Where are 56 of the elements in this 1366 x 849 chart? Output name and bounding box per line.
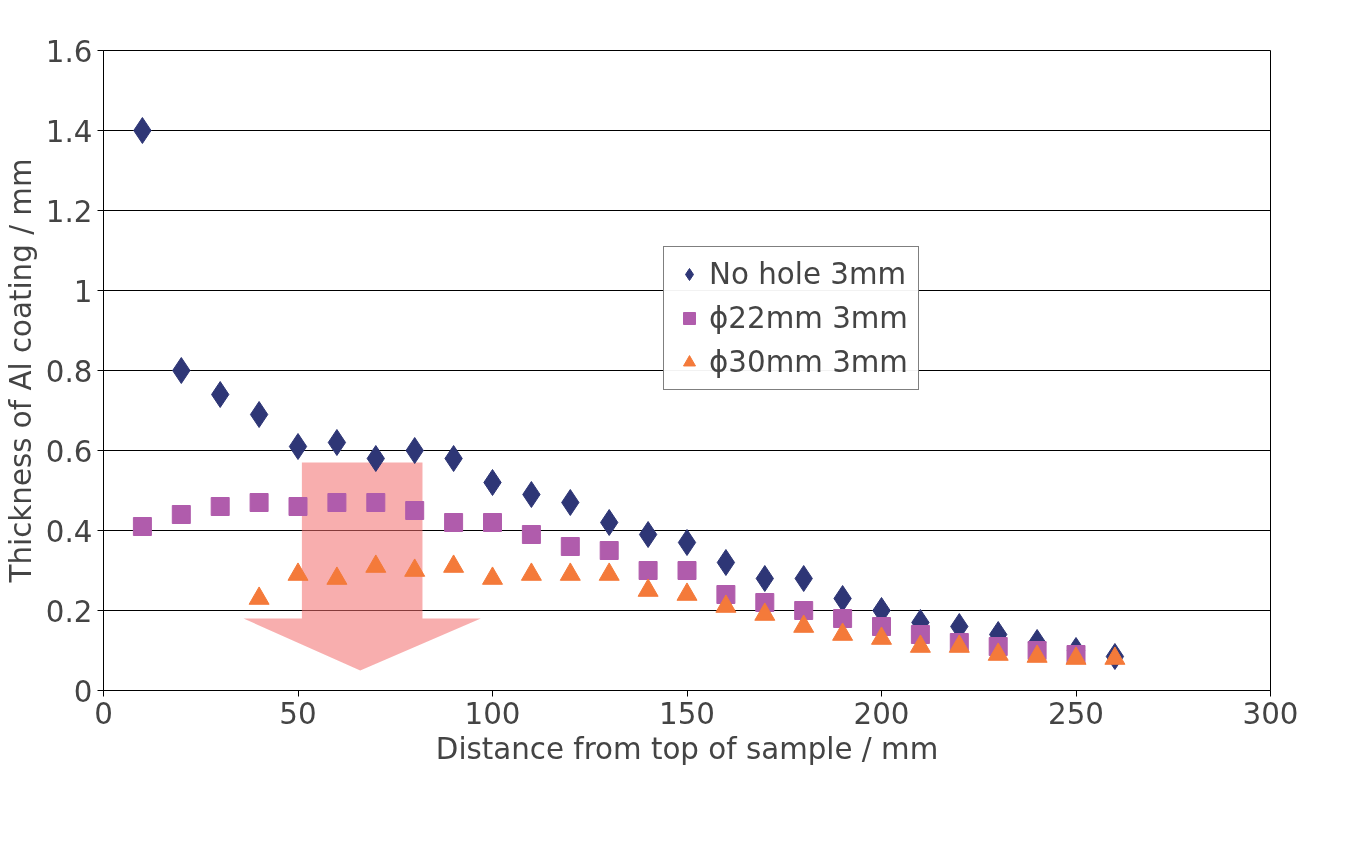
point (483, 469, 502, 496)
point (794, 601, 814, 620)
point (794, 565, 813, 592)
x-tick-label: 300 (1242, 696, 1299, 731)
point (132, 517, 152, 536)
point (288, 497, 308, 516)
x-tick-label: 150 (659, 696, 715, 731)
point (366, 493, 386, 512)
y-tick-label: 1.2 (45, 194, 93, 229)
point (405, 437, 424, 464)
point (833, 609, 853, 628)
point (444, 445, 463, 472)
point (677, 529, 697, 556)
y-tick-label: 0.6 (45, 434, 93, 469)
point (288, 433, 308, 460)
point (211, 381, 230, 408)
y-tick-label: 0.4 (45, 514, 93, 549)
legend-label: No hole 3mm (709, 257, 907, 291)
x-axis-title: Distance from top of sample / mm (435, 731, 939, 766)
x-tick-label: 250 (1048, 696, 1104, 731)
legend-label: ϕ30mm 3mm (709, 345, 908, 379)
point (833, 585, 852, 612)
point (677, 561, 697, 580)
point (444, 513, 464, 532)
point (483, 513, 502, 532)
point (210, 497, 230, 516)
point (171, 505, 191, 524)
x-tick-label: 50 (279, 696, 317, 731)
point (366, 445, 385, 472)
y-tick-label: 0 (73, 674, 93, 709)
point (405, 501, 425, 520)
y-tick-label: 0.8 (45, 354, 93, 389)
x-tick-label: 100 (464, 696, 521, 731)
point (561, 489, 580, 516)
point (327, 429, 347, 456)
point (600, 509, 619, 536)
legend-label: ϕ22mm 3mm (709, 301, 908, 335)
point (755, 565, 774, 592)
x-tick-label: 200 (853, 696, 910, 731)
y-tick-label: 0.2 (45, 594, 93, 629)
point (172, 357, 191, 384)
point (560, 537, 580, 556)
point (599, 541, 619, 560)
point (638, 561, 658, 580)
point (638, 521, 658, 548)
y-tick-label: 1 (73, 274, 93, 309)
point (522, 481, 541, 508)
point (133, 117, 152, 144)
point (521, 525, 541, 544)
point (716, 549, 736, 576)
y-tick-label: 1.6 (45, 34, 93, 69)
y-tick-label: 1.4 (45, 114, 93, 149)
y-axis-title: Thickness of Al coating / mm (3, 158, 38, 584)
point (249, 401, 269, 428)
point (249, 493, 269, 512)
point (327, 493, 347, 512)
